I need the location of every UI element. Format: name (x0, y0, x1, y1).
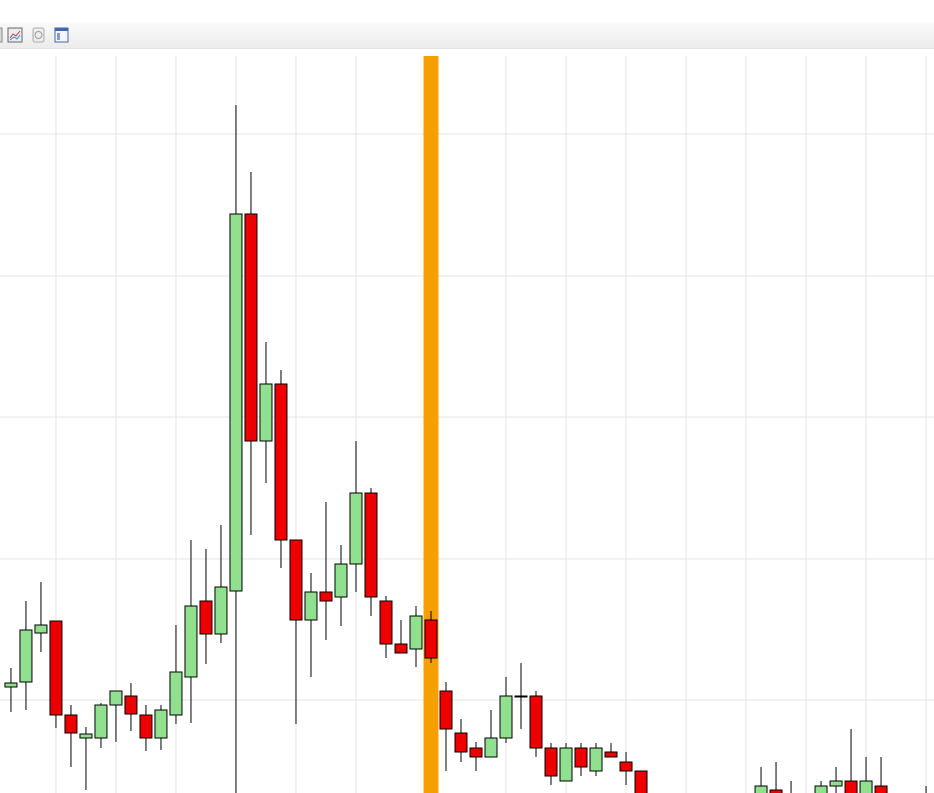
tool-icon[interactable] (0, 27, 3, 43)
candle-body (424, 619, 438, 659)
candle-body (34, 624, 48, 634)
candle-body (469, 747, 483, 758)
candle-body (769, 789, 783, 793)
candle-body (844, 780, 858, 793)
candle-body (829, 780, 843, 787)
toolbar (0, 22, 934, 49)
toolbar-icons (0, 27, 69, 43)
candle-body (289, 539, 303, 621)
candle-body (394, 643, 408, 654)
candle-body (124, 695, 138, 715)
candle-body (454, 732, 468, 753)
candle-body (349, 492, 363, 565)
candle-body (499, 695, 513, 739)
candle-body (154, 709, 168, 739)
candle-body (814, 785, 828, 793)
candle-body (529, 695, 543, 749)
candle-body (109, 690, 123, 706)
candle-body (574, 747, 588, 768)
plot-area (0, 56, 934, 793)
highlight-band (423, 56, 439, 793)
candle-body (589, 747, 603, 772)
candle-body (604, 751, 618, 758)
candle-body (19, 629, 33, 683)
candle-body (409, 615, 423, 650)
chart-icon[interactable] (7, 27, 23, 43)
candle-body (139, 714, 153, 739)
candle-body (304, 591, 318, 621)
candle-body (319, 591, 333, 602)
candle-body (484, 737, 498, 758)
candle-body (364, 492, 378, 598)
candle-body (874, 785, 888, 793)
candle-body (619, 761, 633, 772)
candle-body (544, 747, 558, 777)
candle-body (49, 620, 63, 716)
candle-body (214, 586, 228, 635)
candle-body (64, 714, 78, 734)
candle-body (169, 671, 183, 716)
candle-body (559, 747, 573, 782)
candle-body (274, 383, 288, 541)
price-icon[interactable] (32, 27, 45, 43)
layout-icon[interactable] (54, 27, 69, 43)
candle-body (859, 780, 873, 793)
candle-body (94, 704, 108, 739)
candle-body (199, 600, 213, 635)
candle-body (184, 605, 198, 678)
candle-body (439, 690, 453, 730)
candle-body (754, 785, 768, 793)
candle-body (244, 213, 258, 442)
candle-body (379, 600, 393, 645)
candle-body (4, 682, 18, 688)
candle-body (259, 383, 273, 442)
candle-body (514, 695, 528, 698)
candle-body (334, 563, 348, 598)
candle-body (229, 213, 243, 592)
candle-body (634, 770, 648, 793)
candle-body (79, 733, 93, 739)
